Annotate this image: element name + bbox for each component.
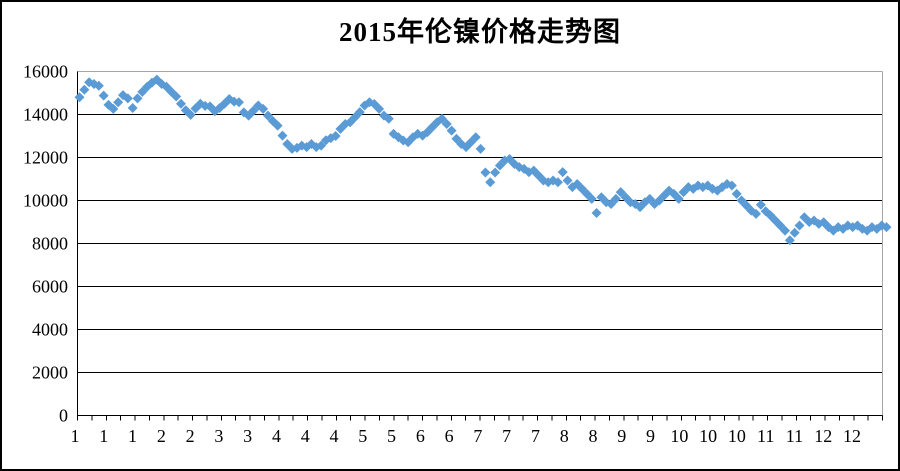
data-point-marker (794, 220, 805, 231)
data-point-marker (480, 167, 491, 178)
data-point-marker (233, 97, 244, 108)
data-point-marker (383, 113, 394, 124)
y-axis-label: 14000 (23, 105, 68, 125)
data-point-marker (881, 222, 892, 233)
data-point-marker (122, 93, 133, 104)
data-point-marker (171, 91, 182, 102)
data-point-marker (557, 167, 568, 178)
data-point-marker (79, 84, 90, 95)
x-axis-label: 12 (843, 426, 861, 446)
y-axis-label: 16000 (23, 62, 68, 82)
data-point-marker (751, 208, 762, 219)
x-axis-label: 7 (473, 426, 482, 446)
data-point-marker (248, 105, 259, 116)
x-axis-label: 12 (814, 426, 832, 446)
x-axis-label: 2 (186, 426, 195, 446)
data-point-marker (441, 118, 452, 129)
x-axis-label: 10 (670, 426, 688, 446)
data-point-marker (726, 180, 737, 191)
data-point-marker (175, 98, 186, 109)
data-point-marker (789, 227, 800, 238)
y-axis-label: 6000 (32, 277, 68, 297)
data-point-marker (562, 175, 573, 186)
data-point-marker (108, 103, 119, 114)
data-point-marker (258, 103, 269, 114)
data-point-marker (755, 199, 766, 210)
y-axis-label: 0 (59, 406, 68, 426)
x-axis-label: 6 (416, 426, 425, 446)
data-point-marker (98, 90, 109, 101)
data-point-marker (731, 188, 742, 199)
x-axis-label: 1 (99, 426, 108, 446)
x-axis-label: 1 (128, 426, 137, 446)
x-axis-label: 3 (214, 426, 223, 446)
x-axis-label: 9 (617, 426, 626, 446)
chart-title: 2015年伦镍价格走势图 (339, 17, 621, 47)
data-point-marker (132, 93, 143, 104)
x-axis-label: 11 (786, 426, 803, 446)
x-axis-label: 10 (699, 426, 717, 446)
y-axis-label: 12000 (23, 148, 68, 168)
data-point-marker (422, 127, 433, 138)
data-point-marker (470, 132, 481, 143)
data-point-marker (127, 103, 138, 114)
x-axis-label: 4 (330, 426, 339, 446)
data-point-marker (586, 193, 597, 204)
data-point-marker (330, 131, 341, 141)
data-point-marker (272, 120, 283, 131)
data-point-marker (490, 167, 501, 178)
data-point-marker (374, 103, 385, 114)
data-point-marker (485, 177, 496, 188)
data-point-marker (610, 193, 621, 204)
data-point-marker (185, 109, 196, 120)
x-axis-label: 7 (502, 426, 511, 446)
x-axis-label: 5 (387, 426, 396, 446)
data-point-marker (673, 193, 684, 204)
data-point-marker (446, 125, 457, 136)
data-point-marker (552, 177, 563, 188)
data-point-marker (113, 97, 124, 108)
data-point-marker (262, 110, 273, 121)
y-axis-label: 2000 (32, 363, 68, 383)
x-axis-label: 11 (757, 426, 774, 446)
data-point-marker (354, 107, 365, 118)
x-axis-label: 5 (358, 426, 367, 446)
x-axis-label: 3 (243, 426, 252, 446)
data-point-marker (93, 80, 104, 91)
y-axis-label: 4000 (32, 320, 68, 340)
data-point-marker (475, 143, 486, 154)
x-axis-label: 8 (589, 426, 598, 446)
x-axis-label: 9 (646, 426, 655, 446)
data-point-marker (780, 225, 791, 236)
data-point-marker (316, 140, 327, 151)
data-point-marker (277, 130, 288, 141)
x-axis-label: 4 (301, 426, 310, 446)
x-axis-label: 7 (531, 426, 540, 446)
y-axis-label: 8000 (32, 234, 68, 254)
x-axis-label: 2 (157, 426, 166, 446)
x-axis-label: 6 (445, 426, 454, 446)
x-axis-label: 1 (71, 426, 80, 446)
data-point-marker (784, 235, 795, 246)
x-axis-label: 10 (728, 426, 746, 446)
y-axis-label: 10000 (23, 191, 68, 211)
x-axis-label: 4 (272, 426, 281, 446)
data-point-marker (591, 207, 602, 218)
x-axis-label: 8 (560, 426, 569, 446)
data-point-marker (74, 92, 85, 103)
